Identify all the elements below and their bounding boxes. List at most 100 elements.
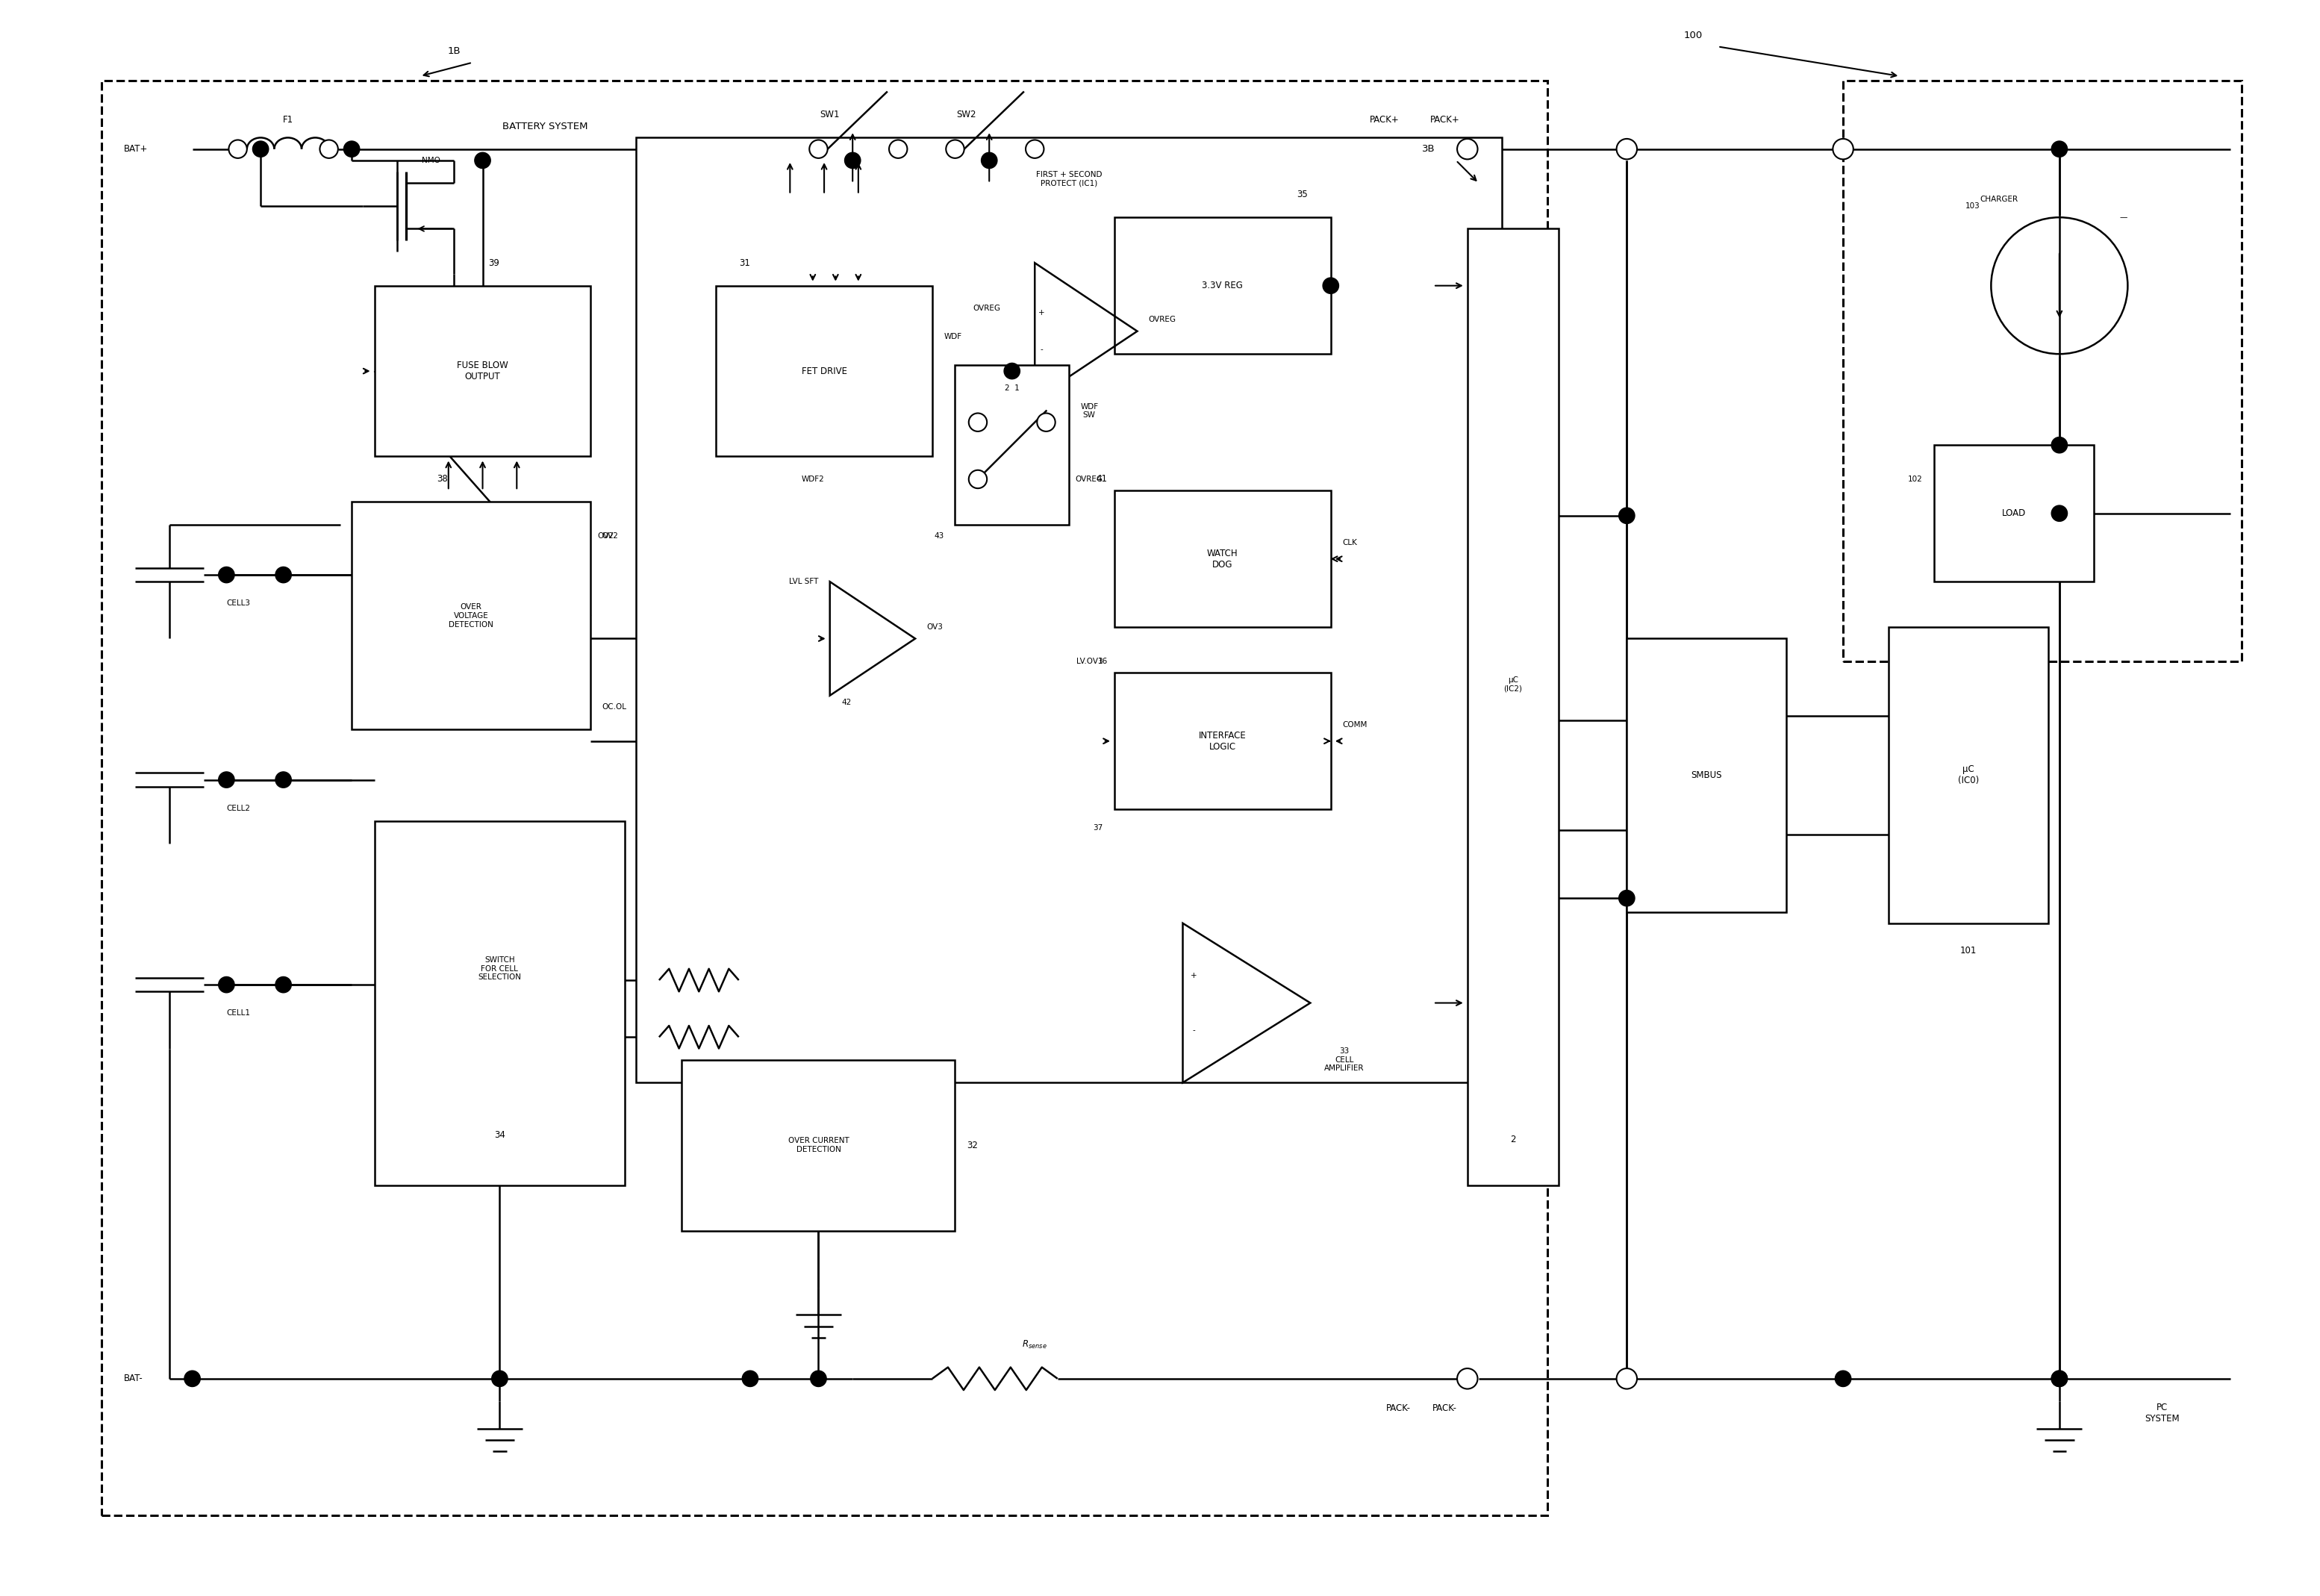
Circle shape — [1322, 278, 1339, 294]
Text: OVER CURRENT
DETECTION: OVER CURRENT DETECTION — [789, 1138, 849, 1154]
Circle shape — [1619, 508, 1636, 523]
Text: OV2: OV2 — [603, 533, 619, 539]
Text: CELL1: CELL1 — [227, 1009, 251, 1017]
Text: OV3: OV3 — [926, 624, 942, 630]
Text: μC
(IC0): μC (IC0) — [1958, 764, 1979, 785]
Circle shape — [492, 1371, 508, 1387]
Circle shape — [1835, 1371, 1851, 1387]
Circle shape — [2051, 1371, 2067, 1387]
Bar — [1114, 217, 1332, 354]
Text: OVER
VOLTAGE
DETECTION: OVER VOLTAGE DETECTION — [448, 603, 494, 629]
Circle shape — [2051, 437, 2067, 453]
Text: WDF
SW: WDF SW — [1081, 402, 1097, 420]
Text: COMM: COMM — [1343, 721, 1366, 729]
Circle shape — [970, 471, 986, 488]
Text: OV2: OV2 — [599, 533, 615, 539]
Circle shape — [1457, 139, 1478, 160]
Text: PACK+: PACK+ — [1369, 115, 1399, 124]
Text: WDF: WDF — [944, 334, 963, 340]
Circle shape — [2051, 140, 2067, 156]
Text: WDF2: WDF2 — [800, 476, 824, 484]
Text: SW2: SW2 — [956, 110, 977, 120]
Text: NMO: NMO — [422, 156, 441, 164]
Text: -: - — [1039, 346, 1044, 353]
Circle shape — [1833, 139, 1854, 160]
Text: +: + — [1039, 310, 1044, 316]
Text: 41: 41 — [1097, 474, 1107, 484]
Text: WATCH
DOG: WATCH DOG — [1206, 549, 1239, 570]
Text: LOAD: LOAD — [2002, 509, 2025, 519]
Text: CELL3: CELL3 — [227, 600, 251, 606]
Circle shape — [1617, 139, 1638, 160]
Circle shape — [1619, 891, 1636, 907]
Text: BAT-: BAT- — [123, 1374, 144, 1384]
Text: 103: 103 — [1965, 203, 1979, 209]
Circle shape — [1037, 413, 1056, 431]
Circle shape — [253, 140, 269, 156]
Text: OVREG: OVREG — [1148, 316, 1176, 324]
Text: 39: 39 — [490, 259, 499, 268]
Circle shape — [1835, 140, 1851, 156]
Text: 32: 32 — [967, 1141, 977, 1151]
Circle shape — [810, 1371, 826, 1387]
Text: 38: 38 — [436, 474, 448, 484]
Circle shape — [230, 140, 246, 158]
Text: 101: 101 — [1960, 946, 1977, 956]
Bar — [1114, 674, 1332, 809]
Circle shape — [276, 977, 292, 993]
Text: $R_{sense}$: $R_{sense}$ — [1023, 1339, 1046, 1350]
Text: +: + — [1190, 972, 1197, 980]
Circle shape — [276, 567, 292, 583]
Circle shape — [1457, 1368, 1478, 1389]
Text: 33
CELL
AMPLIFIER: 33 CELL AMPLIFIER — [1325, 1047, 1364, 1073]
Text: PACK-: PACK- — [1431, 1403, 1457, 1412]
Bar — [1935, 445, 2093, 581]
Text: CHARGER: CHARGER — [1979, 195, 2018, 203]
Bar — [374, 286, 592, 456]
Text: 36: 36 — [1097, 658, 1107, 666]
Bar — [1842, 81, 2241, 661]
Circle shape — [343, 140, 360, 156]
Circle shape — [320, 140, 339, 158]
Text: -: - — [1192, 1026, 1195, 1034]
Circle shape — [1617, 1368, 1638, 1389]
Bar — [1888, 627, 2049, 922]
Circle shape — [947, 140, 965, 158]
Text: F1: F1 — [283, 115, 292, 124]
Circle shape — [218, 567, 234, 583]
Text: 3B: 3B — [1422, 144, 1436, 153]
Text: 3.3V REG: 3.3V REG — [1202, 281, 1244, 290]
Circle shape — [2051, 1371, 2067, 1387]
Circle shape — [1459, 1371, 1476, 1387]
Circle shape — [970, 413, 986, 431]
Text: 34: 34 — [494, 1130, 506, 1140]
Circle shape — [742, 1371, 759, 1387]
Text: 100: 100 — [1684, 30, 1703, 40]
Circle shape — [810, 140, 828, 158]
Text: BAT+: BAT+ — [123, 144, 148, 153]
Text: FET DRIVE: FET DRIVE — [800, 365, 847, 377]
Bar — [682, 1060, 956, 1231]
Text: 43: 43 — [933, 533, 944, 539]
Bar — [1466, 228, 1559, 1186]
Text: CELL2: CELL2 — [227, 804, 251, 812]
Circle shape — [1025, 140, 1044, 158]
Text: OVREG: OVREG — [1076, 476, 1102, 484]
Text: PC
SYSTEM: PC SYSTEM — [2144, 1403, 2178, 1424]
Circle shape — [889, 140, 907, 158]
Text: INTERFACE
LOGIC: INTERFACE LOGIC — [1199, 731, 1246, 752]
Text: SWITCH
FOR CELL
SELECTION: SWITCH FOR CELL SELECTION — [478, 956, 522, 982]
Bar — [956, 365, 1070, 525]
Text: 37: 37 — [1093, 824, 1102, 832]
Bar — [1114, 490, 1332, 627]
Text: 2  1: 2 1 — [1005, 385, 1018, 393]
Circle shape — [981, 153, 998, 169]
Text: 31: 31 — [738, 259, 749, 268]
Circle shape — [476, 153, 490, 169]
Circle shape — [276, 772, 292, 788]
Circle shape — [183, 1371, 200, 1387]
Bar — [636, 137, 1501, 1082]
Bar — [374, 820, 624, 1186]
Text: SMBUS: SMBUS — [1691, 771, 1721, 780]
Text: —: — — [2118, 214, 2127, 222]
